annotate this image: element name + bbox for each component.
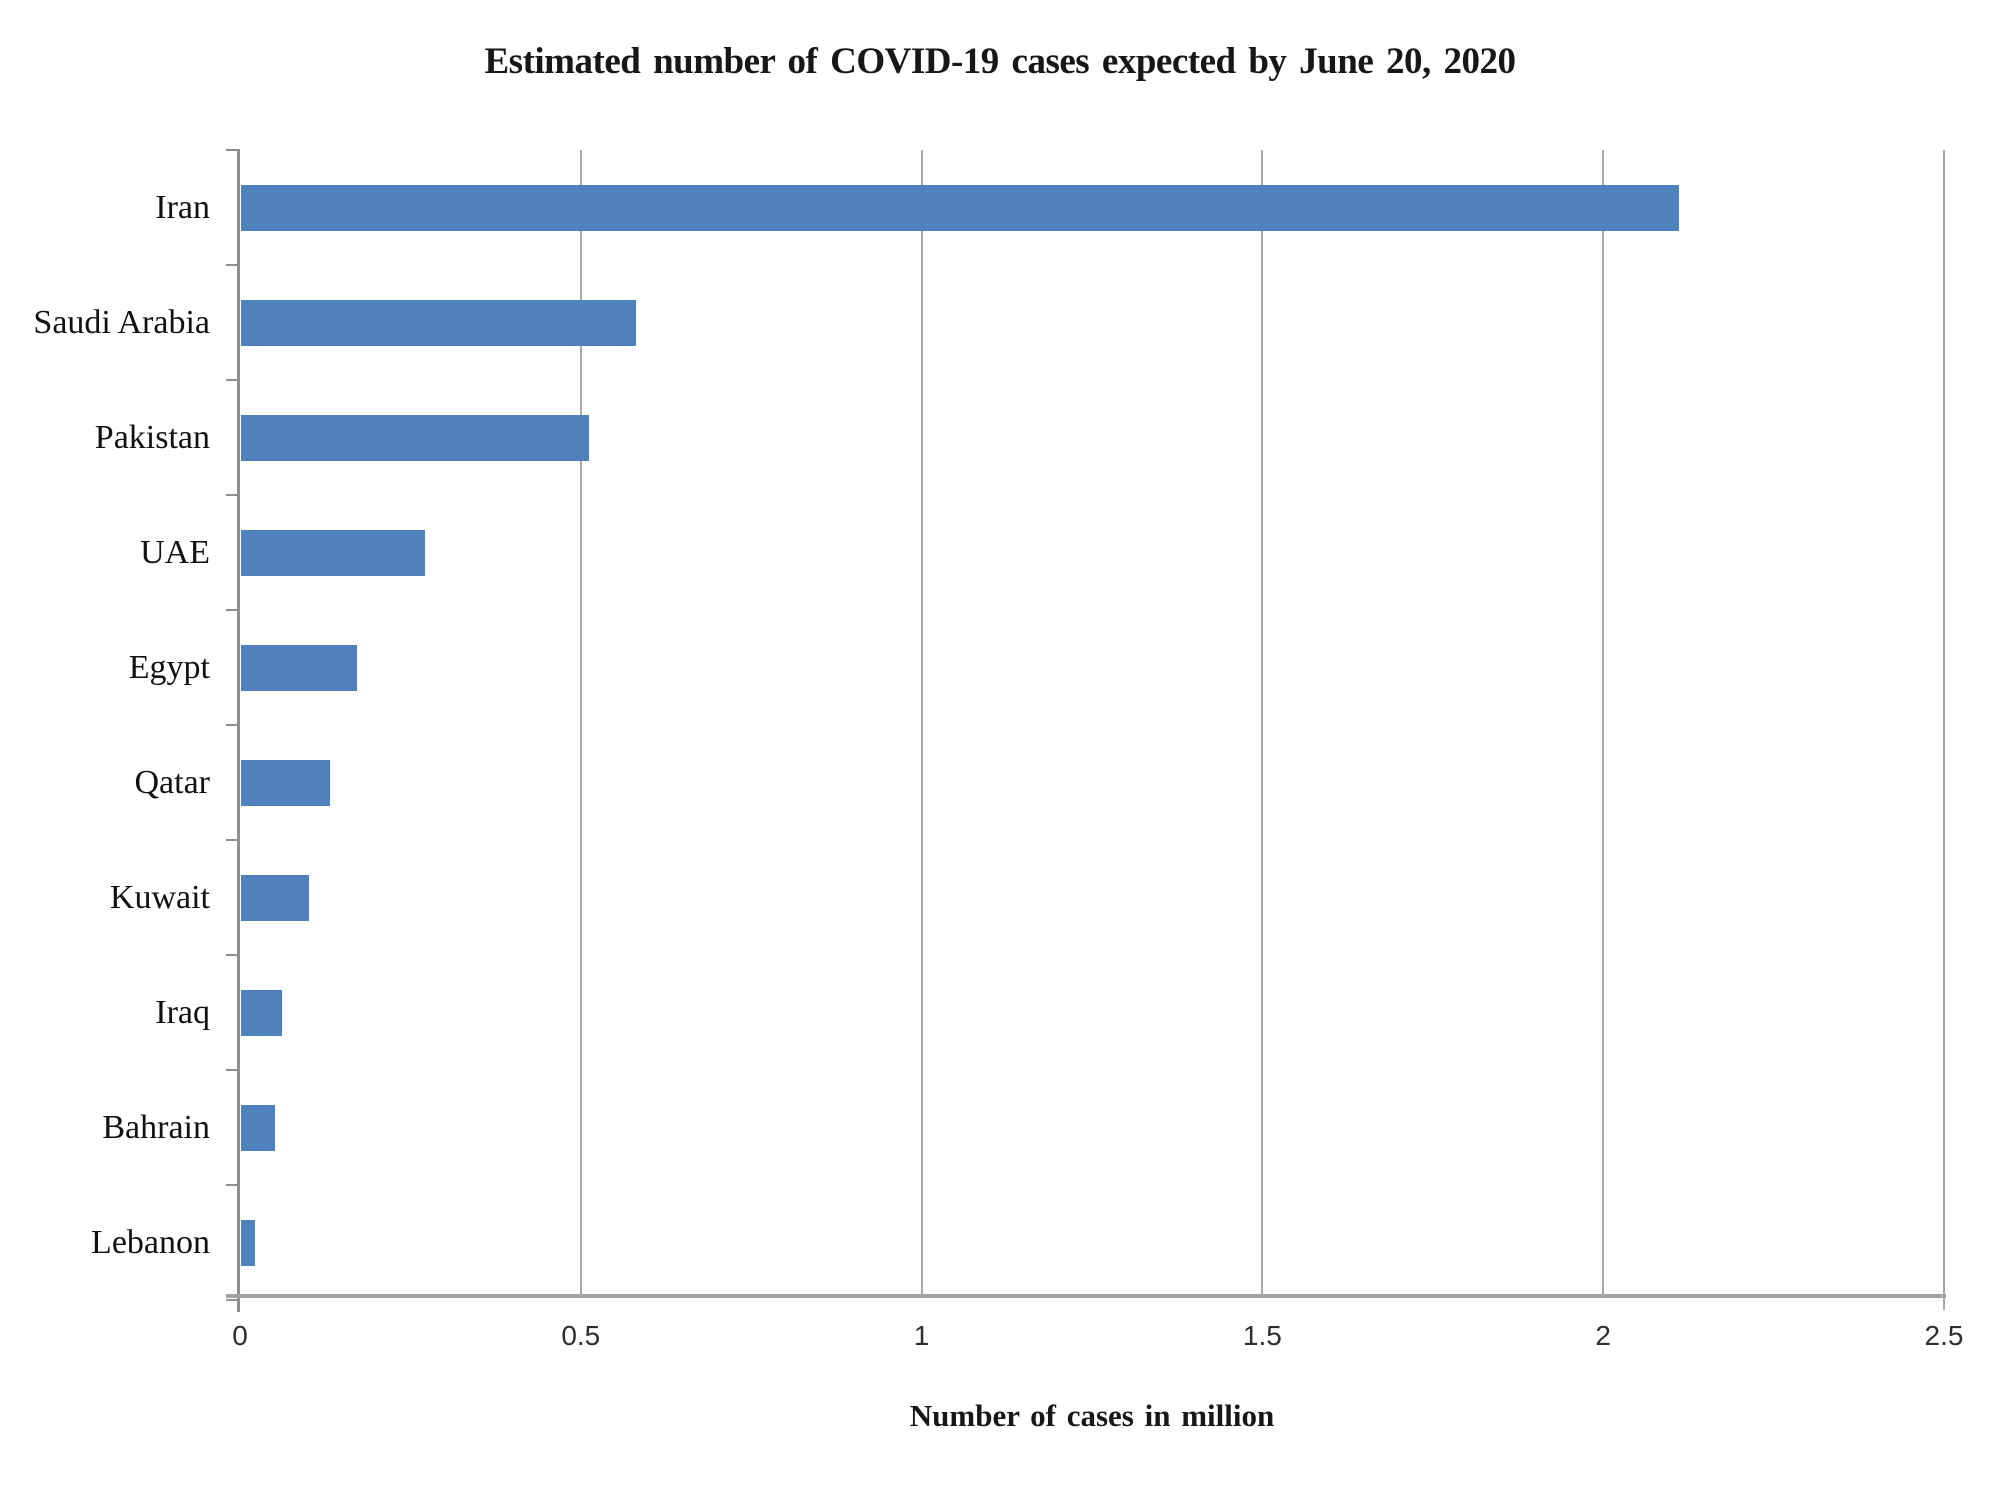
category-label-iran: Iran	[155, 188, 210, 226]
bar-bahrain	[241, 1104, 276, 1151]
x-tick-label-0: 0	[232, 1320, 248, 1351]
y-axis-tick	[226, 954, 240, 956]
bar-iraq	[241, 989, 282, 1036]
y-axis-tick	[226, 379, 240, 381]
x-tick-label-2.5: 2.5	[1924, 1320, 1964, 1351]
category-label-saudi-arabia: Saudi Arabia	[33, 303, 210, 341]
category-label-iraq: Iraq	[155, 993, 210, 1031]
category-label-egypt: Egypt	[128, 648, 210, 686]
y-axis-tick	[226, 1184, 240, 1186]
gridline-0.5	[579, 150, 582, 1296]
x-tick-label-1.5: 1.5	[1242, 1320, 1282, 1351]
category-label-qatar: Qatar	[134, 763, 210, 801]
gridline-2.5	[1943, 150, 1945, 1310]
x-tick-label-0.5: 0.5	[561, 1320, 601, 1351]
x-tick-label-2: 2	[1595, 1320, 1611, 1351]
y-axis-tick	[226, 839, 240, 841]
y-axis-tick	[226, 609, 240, 611]
x-axis-title: Number of cases in million	[909, 1398, 1275, 1433]
y-axis-tick	[226, 264, 240, 266]
bar-kuwait	[241, 874, 310, 921]
x-axis-line	[226, 1294, 1946, 1298]
bar-pakistan	[241, 414, 589, 461]
gridline-2	[1602, 150, 1605, 1296]
category-label-kuwait: Kuwait	[109, 878, 210, 916]
y-axis-line	[237, 150, 240, 1312]
gridline-1.5	[1261, 150, 1264, 1296]
category-label-pakistan: Pakistan	[94, 418, 210, 456]
bar-iran	[241, 184, 1680, 231]
bar-egypt	[241, 644, 357, 691]
y-axis-tick	[226, 724, 240, 726]
y-axis-tick	[226, 149, 240, 151]
bar-saudi-arabia	[241, 299, 637, 346]
x-tick-label-1: 1	[913, 1320, 930, 1351]
y-axis-tick	[226, 494, 240, 496]
y-axis-tick	[226, 1069, 240, 1071]
category-label-uae: UAE	[140, 533, 210, 571]
bar-lebanon	[241, 1219, 255, 1266]
chart-title: Estimated number of COVID-19 cases expec…	[484, 41, 1517, 82]
bar-uae	[241, 529, 426, 576]
y-axis-tick	[226, 1299, 240, 1301]
bar-qatar	[241, 759, 330, 806]
category-label-lebanon: Lebanon	[91, 1223, 210, 1261]
gridline-1	[920, 150, 923, 1296]
category-label-bahrain: Bahrain	[102, 1108, 210, 1146]
